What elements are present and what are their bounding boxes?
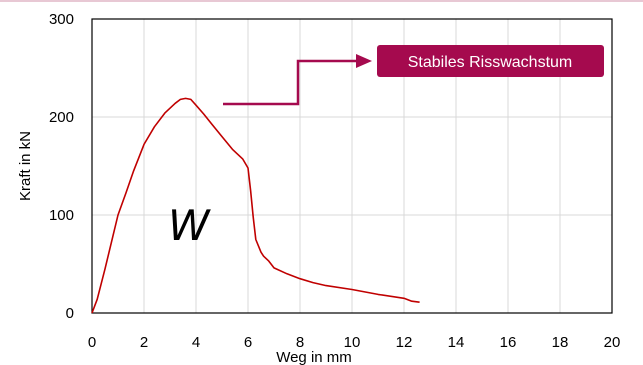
x-tick-label: 6	[244, 334, 252, 351]
x-tick-label: 16	[500, 334, 517, 351]
annotation-box	[377, 45, 604, 77]
y-tick-label: 100	[49, 207, 74, 224]
y-tick-label: 300	[49, 11, 74, 28]
arrow-head-icon	[356, 54, 372, 68]
plot-frame	[91, 18, 613, 314]
x-tick-label: 18	[552, 334, 569, 351]
y-tick-label: 200	[49, 109, 74, 126]
x-axis-title: Weg in mm	[276, 349, 352, 365]
x-tick-label: 10	[344, 334, 361, 351]
series-curve	[91, 97, 420, 314]
x-tick-label: 2	[140, 334, 148, 351]
x-tick-label: 12	[396, 334, 413, 351]
x-tick-label: 14	[448, 334, 465, 351]
x-tick-label: 8	[296, 334, 304, 351]
annotation-label: Stabiles Risswachstum	[408, 54, 573, 71]
y-tick-label: 0	[66, 305, 74, 322]
x-tick-label: 20	[604, 334, 621, 351]
annotation-connector	[223, 54, 372, 106]
work-area-label: W	[168, 201, 211, 250]
x-tick-label: 0	[88, 334, 96, 351]
x-tick-label: 4	[192, 334, 200, 351]
y-axis-title: Kraft in kN	[17, 131, 34, 201]
